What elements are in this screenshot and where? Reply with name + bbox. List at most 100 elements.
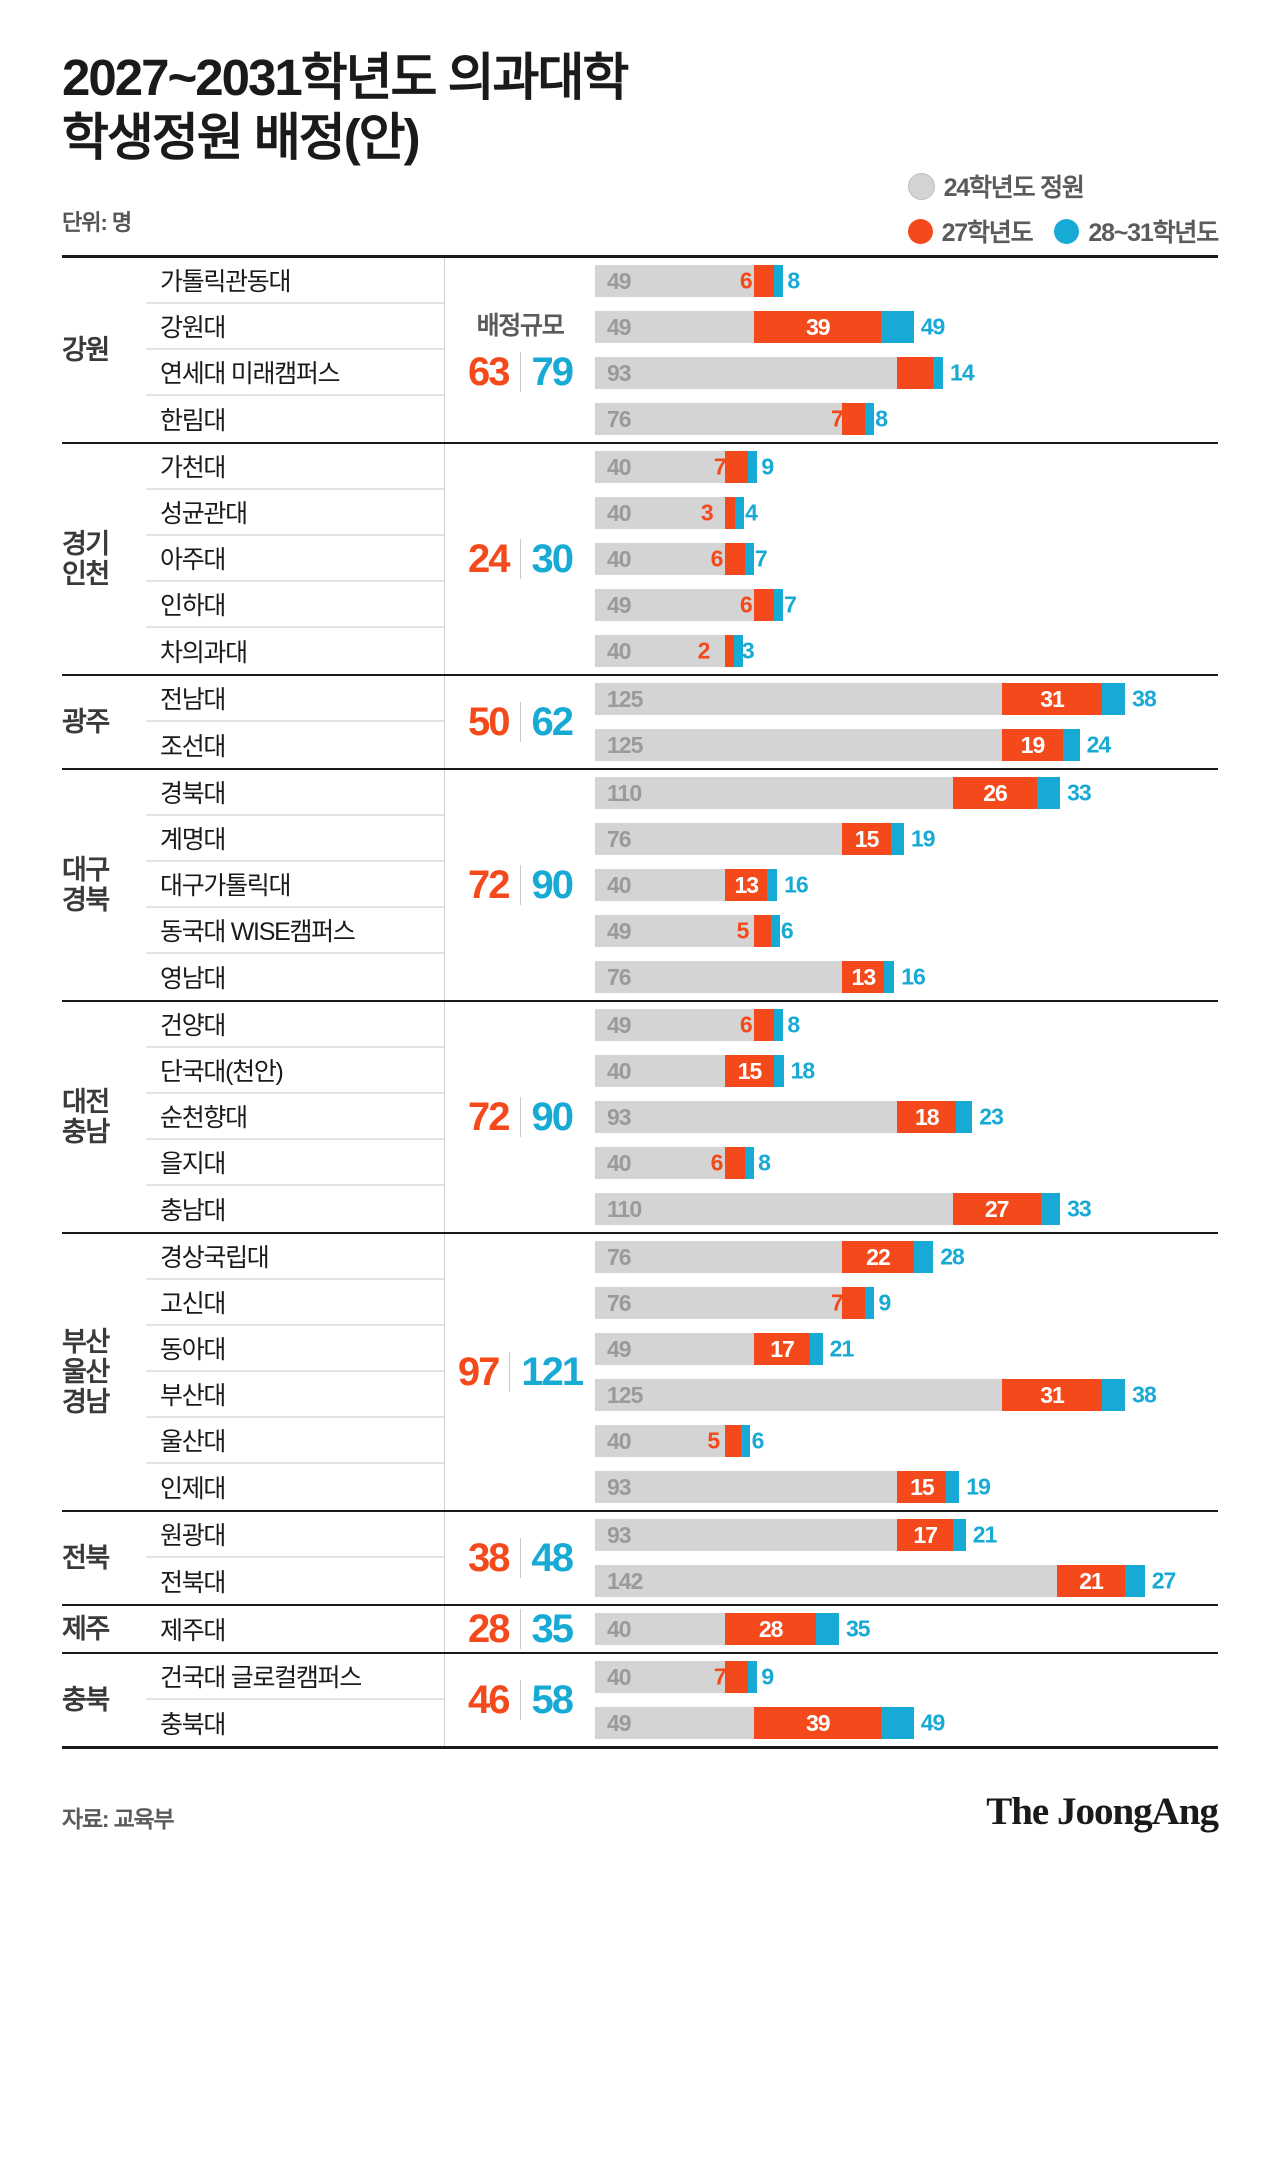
region-label: 광주 xyxy=(62,707,110,738)
allocation-total-cell: 28 35 xyxy=(444,1606,595,1653)
stacked-bar: 49 6 7 xyxy=(595,589,1218,622)
region-block: 제주 제주대 28 35 40 28 35 xyxy=(62,1606,1218,1655)
base-value: 49 xyxy=(607,1335,632,1362)
stacked-bar: 40 5 6 xyxy=(595,1425,1218,1458)
bar-segment-2028-31 xyxy=(734,497,744,530)
allocation-total: 97 121 xyxy=(458,1350,584,1395)
base-value: 40 xyxy=(607,453,632,480)
stacked-bar: 40 6 7 xyxy=(595,543,1218,576)
value-2027: 15 xyxy=(737,1057,763,1084)
bar-segment-2028-31 xyxy=(747,451,757,484)
bar-segment-base: 93 xyxy=(595,1519,898,1552)
value-2027: 2 xyxy=(697,637,711,664)
base-value: 125 xyxy=(607,1381,643,1408)
allocation-total-cell: 50 62 xyxy=(444,676,595,769)
bar-segment-2027 xyxy=(725,543,745,576)
bar-row: 49 6 8 xyxy=(595,1002,1218,1048)
table-bottom-rule xyxy=(62,1746,1218,1750)
cyan-circle-icon xyxy=(1054,218,1080,244)
region-label: 대전 충남 xyxy=(62,1087,110,1148)
bar-segment-2028-31 xyxy=(1037,777,1061,810)
bar-segment-2027: 31 xyxy=(1001,1379,1103,1412)
stacked-bar: 76 15 19 xyxy=(595,823,1218,856)
bar-segment-base: 93 xyxy=(595,1101,898,1134)
bar-row: 125 19 24 xyxy=(595,722,1218,768)
university-list: 제주대 xyxy=(146,1606,444,1652)
bar-row: 40 2 3 xyxy=(595,628,1218,674)
bar-segment-2028-31 xyxy=(1040,1193,1061,1226)
university-name: 충북대 xyxy=(160,1711,226,1740)
value-2028-31: 3 xyxy=(741,637,755,664)
value-2027: 18 xyxy=(914,1103,940,1130)
bar-row: 49 5 6 xyxy=(595,908,1218,954)
stacked-bar: 93 17 21 xyxy=(595,1519,1218,1552)
value-2027: 39 xyxy=(806,1709,831,1736)
region-block: 강원 가톨릭관동대 강원대 연세대 미래캠퍼스 한림대 배정규모 63 79 49 6 8 49 39 4… xyxy=(62,258,1218,445)
bar-segment-2027 xyxy=(725,451,748,484)
region-block: 전북 원광대 전북대 38 48 93 17 21 142 21 27 xyxy=(62,1512,1218,1607)
joongang-logo: The JoongAng xyxy=(986,1790,1219,1834)
value-2027: 7 xyxy=(830,405,844,432)
value-2027: 13 xyxy=(734,871,759,898)
value-2027: 7 xyxy=(713,1663,727,1690)
university-list: 경북대 계명대 대구가톨릭대 동국대 WISE캠퍼스 영남대 xyxy=(146,770,444,1000)
bar-segment-2028-31 xyxy=(744,1147,754,1180)
base-value: 76 xyxy=(607,1289,632,1316)
allocation-total: 24 30 xyxy=(468,537,574,582)
value-2028-31: 9 xyxy=(878,1289,891,1316)
bar-row: 93 11 14 xyxy=(595,350,1218,396)
bar-row: 49 6 8 xyxy=(595,258,1218,304)
value-2028-31: 16 xyxy=(901,963,926,990)
legend: 24학년도 정원 27학년도 28~31학년도 xyxy=(907,168,1219,258)
bar-segment-2027: 21 xyxy=(1056,1565,1126,1598)
university-name: 제주대 xyxy=(160,1617,226,1646)
value-2028-31: 8 xyxy=(787,1011,800,1038)
value-2027: 6 xyxy=(739,591,753,618)
stacked-bar: 76 7 9 xyxy=(595,1287,1218,1320)
total-2027: 63 xyxy=(468,349,510,394)
value-2027: 7 xyxy=(830,1289,844,1316)
region-label: 대구 경북 xyxy=(62,855,110,916)
university-name: 연세대 미래캠퍼스 xyxy=(146,350,444,397)
total-divider xyxy=(519,1097,521,1138)
bar-segment-base: 40 xyxy=(595,1661,726,1694)
university-name: 계명대 xyxy=(146,816,444,863)
value-2027: 6 xyxy=(739,267,753,294)
bar-segment-base: 40 xyxy=(595,635,726,668)
allocation-table: 강원 가톨릭관동대 강원대 연세대 미래캠퍼스 한림대 배정규모 63 79 49 6 8 49 39 4… xyxy=(62,255,1218,1747)
total-2027: 72 xyxy=(468,1094,510,1139)
bar-segment-2028-31 xyxy=(767,869,778,902)
bar-segment-2028-31 xyxy=(1102,1379,1126,1412)
university-name: 인하대 xyxy=(146,582,444,629)
base-value: 110 xyxy=(607,1195,642,1222)
total-divider xyxy=(509,1352,511,1393)
bar-segment-2028-31 xyxy=(952,1519,966,1552)
bar-segment-2028-31 xyxy=(956,1101,973,1134)
university-name: 울산대 xyxy=(146,1418,444,1465)
region-block: 경기 인천 가천대 성균관대 아주대 인하대 차의과대 24 30 40 7 9 40 3 4 40 6 7 49 6… xyxy=(62,444,1218,677)
base-value: 49 xyxy=(607,917,632,944)
region-block: 부산 울산 경남 경상국립대 고신대 동아대 부산대 울산대 인제대 97 121 76 22 28 76 7… xyxy=(62,1234,1218,1513)
allocation-total: 38 48 xyxy=(468,1536,574,1581)
allocation-total: 72 90 xyxy=(468,863,574,908)
value-2028-31: 7 xyxy=(754,545,768,572)
bar-segment-2027: 17 xyxy=(754,1333,810,1366)
university-name: 조선대 xyxy=(160,733,226,762)
total-2028-31: 35 xyxy=(531,1606,574,1651)
value-2027: 31 xyxy=(1040,1381,1065,1408)
value-2028-31: 9 xyxy=(761,1663,774,1690)
bar-segment-base: 125 xyxy=(595,683,1002,716)
base-value: 110 xyxy=(607,779,642,806)
allocation-total: 72 90 xyxy=(468,1094,574,1140)
legend-item-2027: 27학년도 xyxy=(907,213,1034,249)
bar-segment-2027 xyxy=(725,1661,748,1694)
bar-column: 49 6 8 40 15 18 93 18 23 40 6 8 110 27 33 xyxy=(595,1002,1218,1232)
university-list: 건양대 단국대(천안) 순천향대 을지대 충남대 xyxy=(146,1002,444,1232)
university-name: 아주대 xyxy=(146,536,444,583)
value-2028-31: 33 xyxy=(1067,1195,1092,1222)
base-value: 40 xyxy=(607,1427,632,1454)
base-value: 49 xyxy=(607,313,632,340)
stacked-bar: 76 22 28 xyxy=(595,1241,1218,1274)
value-2028-31: 4 xyxy=(745,499,758,526)
bar-row: 40 7 9 xyxy=(595,1654,1218,1700)
